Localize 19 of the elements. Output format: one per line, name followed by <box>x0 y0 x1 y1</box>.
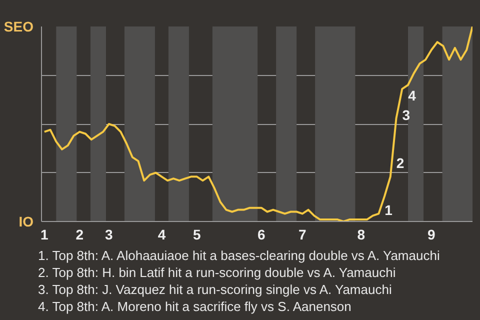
text: 1. Top 8th: A. Alohaauiaoe hit a bases-clearing double vs A. Yamauchi <box>38 247 440 264</box>
text: 2. Top 8th: H. bin Latif hit a run-scoring double vs A. Yamauchi <box>38 264 397 281</box>
x-tick-label: 2 <box>76 226 84 242</box>
annotation: 1 <box>384 202 393 218</box>
x-tick-label: 9 <box>428 226 436 242</box>
x-tick-label: 7 <box>298 226 307 242</box>
x-tick-label: 3 <box>105 226 114 242</box>
text: SEO <box>4 18 34 34</box>
text: IO <box>18 214 34 230</box>
annotation: 3 <box>402 107 410 124</box>
annotation: 2 <box>396 155 404 171</box>
text: 3. Top 8th: J. Vazquez hit a run-scoring single vs A. Yamauchi <box>38 281 393 298</box>
text: 4. Top 8th: A. Moreno hit a sacrifice fly vs S. Aanenson <box>38 298 352 315</box>
x-tick-label: 6 <box>258 226 266 242</box>
annotation: 4 <box>408 88 416 104</box>
x-tick-label: 5 <box>193 226 201 242</box>
x-tick-label: 4 <box>158 226 166 242</box>
x-tick-label: 8 <box>357 226 366 242</box>
x-tick-label: 1 <box>40 226 49 242</box>
